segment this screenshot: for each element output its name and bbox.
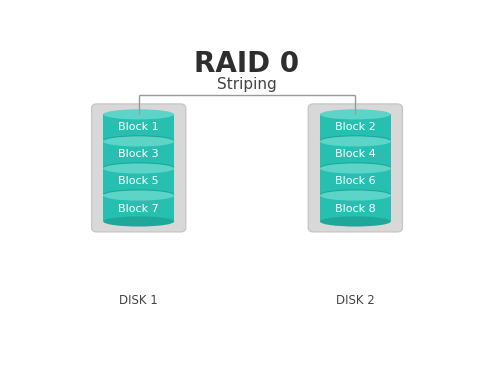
Text: DISK 1: DISK 1: [120, 294, 158, 307]
Ellipse shape: [320, 162, 391, 172]
Polygon shape: [103, 114, 174, 140]
Ellipse shape: [103, 137, 174, 146]
Polygon shape: [320, 195, 391, 221]
Ellipse shape: [320, 135, 391, 145]
Text: Block 3: Block 3: [119, 149, 159, 160]
Polygon shape: [320, 168, 391, 194]
Ellipse shape: [320, 137, 391, 146]
Ellipse shape: [320, 163, 391, 173]
Ellipse shape: [103, 189, 174, 199]
Ellipse shape: [103, 163, 174, 173]
Ellipse shape: [103, 216, 174, 227]
Text: Block 1: Block 1: [119, 122, 159, 132]
Text: Block 7: Block 7: [118, 203, 159, 213]
Text: Block 5: Block 5: [119, 176, 159, 186]
Text: Block 4: Block 4: [335, 149, 376, 160]
Ellipse shape: [320, 190, 391, 201]
Polygon shape: [320, 141, 391, 167]
Text: Block 8: Block 8: [335, 203, 376, 213]
Polygon shape: [103, 195, 174, 221]
Text: Striping: Striping: [217, 77, 277, 92]
Polygon shape: [103, 141, 174, 167]
Polygon shape: [320, 114, 391, 140]
FancyBboxPatch shape: [92, 104, 186, 232]
Ellipse shape: [320, 189, 391, 199]
Text: Block 2: Block 2: [335, 122, 376, 132]
Ellipse shape: [103, 162, 174, 172]
Text: DISK 2: DISK 2: [336, 294, 375, 307]
FancyBboxPatch shape: [308, 104, 402, 232]
Ellipse shape: [103, 135, 174, 145]
Text: RAID 0: RAID 0: [194, 50, 300, 78]
Ellipse shape: [320, 109, 391, 119]
Polygon shape: [103, 168, 174, 194]
Text: Block 6: Block 6: [335, 176, 375, 186]
Ellipse shape: [103, 109, 174, 119]
Ellipse shape: [103, 190, 174, 201]
Ellipse shape: [320, 216, 391, 227]
